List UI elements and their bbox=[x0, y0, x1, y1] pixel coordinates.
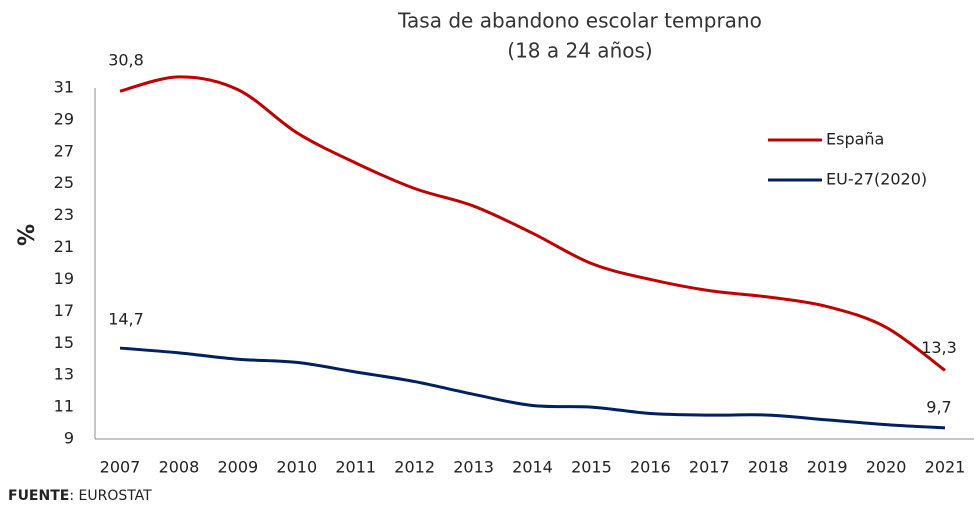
legend-label: España bbox=[826, 130, 884, 149]
chart-subtitle: (18 a 24 años) bbox=[507, 39, 652, 63]
y-tick-label: 27 bbox=[54, 141, 74, 160]
legend-label: EU-27(2020) bbox=[826, 170, 927, 189]
x-tick-label: 2015 bbox=[571, 458, 612, 477]
y-tick-label: 9 bbox=[64, 429, 74, 448]
y-tick-label: 11 bbox=[54, 397, 74, 416]
x-tick-label: 2018 bbox=[748, 458, 789, 477]
series-line bbox=[119, 346, 946, 430]
data-label: 13,3 bbox=[921, 338, 957, 357]
x-tick-label: 2014 bbox=[512, 458, 553, 477]
data-label: 14,7 bbox=[108, 310, 144, 329]
y-tick-label: 13 bbox=[54, 365, 74, 384]
y-tick-label: 15 bbox=[54, 333, 74, 352]
chart-title: Tasa de abandono escolar temprano bbox=[397, 9, 762, 33]
data-label: 9,7 bbox=[926, 397, 951, 416]
series-line bbox=[119, 75, 946, 372]
x-tick-label: 2016 bbox=[630, 458, 671, 477]
x-tick-label: 2019 bbox=[807, 458, 848, 477]
x-tick-label: 2010 bbox=[276, 458, 317, 477]
x-tick-label: 2021 bbox=[925, 458, 966, 477]
y-axis-label: % bbox=[15, 224, 40, 246]
x-tick-label: 2009 bbox=[217, 458, 258, 477]
source-label: FUENTE bbox=[8, 488, 69, 504]
x-tick-label: 2008 bbox=[159, 458, 200, 477]
x-tick-label: 2017 bbox=[689, 458, 730, 477]
y-tick-label: 21 bbox=[54, 237, 74, 256]
x-tick-label: 2007 bbox=[100, 458, 141, 477]
y-tick-label: 23 bbox=[54, 205, 74, 224]
x-tick-label: 2020 bbox=[866, 458, 907, 477]
x-tick-label: 2012 bbox=[394, 458, 435, 477]
source-text: : EUROSTAT bbox=[69, 488, 152, 504]
y-tick-label: 29 bbox=[54, 109, 74, 128]
x-tick-label: 2013 bbox=[453, 458, 494, 477]
y-tick-label: 17 bbox=[54, 301, 74, 320]
x-tick-label: 2011 bbox=[335, 458, 376, 477]
y-tick-label: 31 bbox=[54, 78, 74, 97]
data-label: 30,8 bbox=[108, 51, 144, 70]
source: FUENTE: EUROSTAT bbox=[8, 488, 152, 504]
y-tick-label: 25 bbox=[54, 173, 74, 192]
y-tick-label: 19 bbox=[54, 269, 74, 288]
